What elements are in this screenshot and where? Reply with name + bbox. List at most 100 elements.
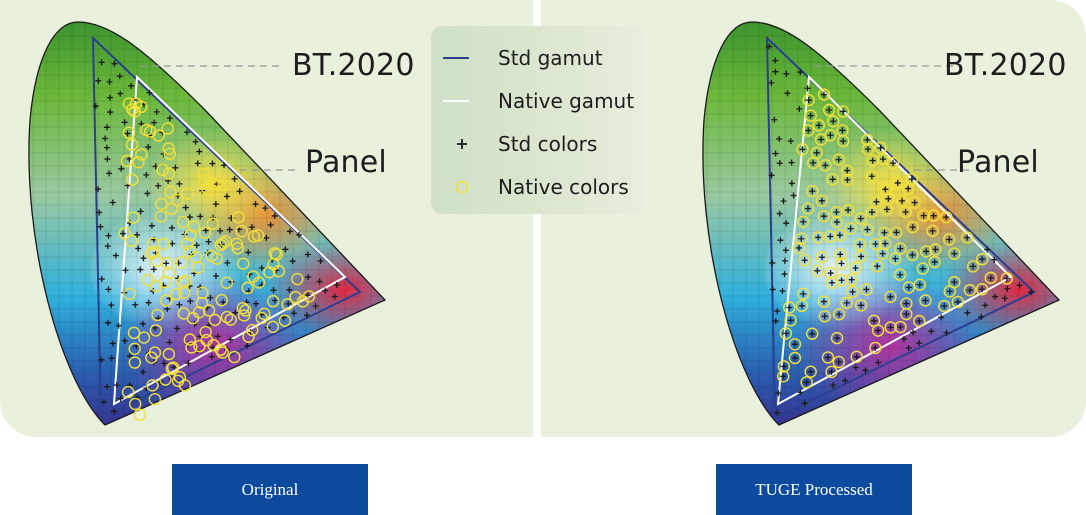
- std-color-marker: [788, 159, 795, 166]
- std-color-marker: [863, 286, 870, 293]
- native-color-marker: [818, 310, 831, 323]
- std-color-marker: [922, 297, 929, 304]
- original-caption-button[interactable]: Original: [172, 464, 368, 515]
- native-color-marker: [796, 143, 809, 156]
- native-color-marker: [870, 195, 883, 208]
- std-color-marker: [111, 60, 118, 67]
- std-color-marker: [905, 185, 912, 192]
- native-color-marker: [247, 270, 260, 283]
- native-color-marker: [835, 257, 848, 270]
- std-color-marker: [784, 90, 791, 97]
- native-color-marker: [162, 142, 175, 155]
- native-color-marker: [118, 227, 132, 240]
- std-color-marker: [289, 258, 296, 265]
- native-color-marker: [825, 365, 838, 379]
- native-color-marker: [236, 301, 250, 315]
- native-color-marker: [900, 297, 913, 310]
- std-color-marker: [170, 364, 177, 371]
- std-color-marker: [153, 108, 160, 115]
- std-color-marker: [877, 144, 884, 151]
- tuge-processed-caption-button[interactable]: TUGE Processed: [716, 464, 912, 515]
- std-color-marker: [166, 115, 173, 122]
- std-color-marker: [103, 144, 110, 151]
- std-color-marker: [333, 281, 340, 288]
- std-color-marker: [137, 208, 144, 215]
- std-color-marker: [882, 186, 889, 193]
- native-color-marker: [802, 124, 815, 137]
- std-color-marker: [803, 379, 810, 386]
- native-color-marker: [198, 174, 211, 187]
- native-color-marker: [913, 278, 926, 291]
- native-color-marker: [822, 103, 836, 117]
- native-color-marker: [199, 325, 212, 339]
- native-color-marker: [266, 320, 280, 334]
- native-color-marker: [849, 261, 862, 275]
- std-color-marker: [783, 70, 790, 77]
- std-color-marker: [144, 190, 151, 197]
- std-color-marker: [875, 359, 882, 366]
- native-color-marker: [814, 133, 828, 146]
- native-color-marker: [237, 257, 250, 270]
- std-color-marker: [858, 253, 865, 260]
- std-color-marker: [143, 171, 150, 178]
- legend-label: Native colors: [498, 175, 629, 199]
- legend-label: Std gamut: [498, 46, 603, 70]
- std-color-marker: [946, 236, 953, 243]
- native-color-marker: [196, 286, 209, 300]
- std-color-marker: [212, 201, 219, 208]
- std-color-marker: [102, 135, 109, 142]
- native-color-marker: [788, 351, 802, 365]
- std-color-marker: [864, 226, 871, 233]
- std-color-marker: [814, 267, 821, 274]
- native-color-marker: [219, 235, 232, 248]
- std-color-marker: [146, 89, 153, 96]
- std-color-marker: [809, 330, 816, 337]
- native-color-marker: [869, 237, 882, 251]
- std-color-marker: [1016, 282, 1023, 289]
- native-color-marker: [147, 246, 160, 259]
- std-color-marker: [151, 119, 158, 126]
- std-color-marker: [148, 222, 155, 229]
- processed-cie-diagram: [702, 21, 1061, 426]
- native-color-marker: [908, 196, 921, 209]
- std-color-marker: [205, 238, 212, 245]
- std-color-marker: [805, 127, 812, 134]
- native-color-marker: [939, 210, 953, 224]
- native-color-marker: [893, 268, 907, 281]
- std-color-marker: [902, 209, 909, 216]
- native-color-marker: [938, 299, 951, 313]
- white-line-icon: [443, 100, 469, 102]
- native-color-marker: [122, 126, 136, 139]
- native-color-marker: [156, 163, 169, 177]
- native-color-marker: [854, 299, 868, 312]
- std-color-marker: [116, 73, 123, 80]
- std-color-marker: [979, 256, 986, 263]
- native-color-marker: [171, 374, 185, 388]
- std-color-marker: [837, 251, 844, 258]
- std-color-marker: [267, 222, 274, 229]
- std-color-marker: [790, 192, 797, 199]
- plus-icon: [457, 139, 467, 149]
- std-color-marker: [908, 176, 915, 183]
- std-color-marker: [810, 159, 817, 166]
- native-color-marker: [844, 222, 857, 235]
- native-color-marker: [854, 250, 868, 263]
- native-color-marker: [126, 173, 139, 186]
- std-color-marker: [296, 231, 303, 238]
- std-color-marker: [104, 243, 111, 250]
- native-color-marker: [951, 295, 965, 309]
- native-color-marker: [806, 184, 819, 198]
- std-color-marker: [106, 78, 113, 85]
- native-color-marker: [901, 182, 915, 195]
- std-color-marker: [196, 148, 203, 155]
- std-color-marker: [197, 213, 204, 220]
- std-color-marker: [779, 287, 786, 294]
- std-color-marker: [271, 297, 278, 304]
- native-color-marker: [926, 224, 939, 238]
- std-color-marker: [780, 198, 787, 205]
- native-color-marker: [193, 339, 206, 353]
- native-color-marker: [123, 287, 136, 301]
- native-color-marker: [145, 247, 158, 260]
- std-color-marker: [100, 399, 107, 406]
- std-color-marker: [834, 335, 841, 342]
